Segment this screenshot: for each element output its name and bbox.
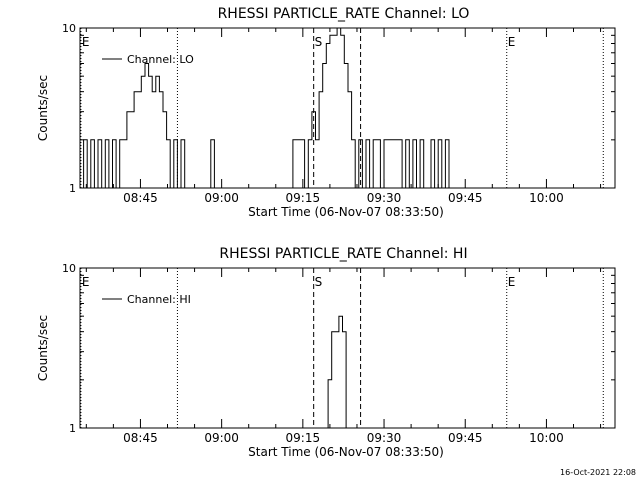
x-tick-label: 09:15: [286, 431, 321, 445]
x-tick-label: 10:00: [529, 431, 564, 445]
chart-title: RHESSI PARTICLE_RATE Channel: LO: [218, 6, 470, 22]
y-tick-label: 1: [69, 182, 76, 195]
x-tick-label: 09:30: [367, 431, 402, 445]
chart-panel-1: RHESSI PARTICLE_RATE Channel: HI 1 10 Count…: [36, 246, 615, 459]
x-tick-label: 10:00: [529, 191, 564, 205]
legend-label: Channel: LO: [127, 53, 194, 66]
x-tick-label: 09:30: [367, 191, 402, 205]
marker-label: E: [82, 275, 90, 289]
y-tick-label: 1: [69, 422, 76, 435]
y-axis-label: Counts/sec: [36, 75, 50, 141]
marker-label: S: [315, 275, 323, 289]
x-tick-label: 08:45: [123, 191, 158, 205]
y-tick-label: 10: [62, 22, 76, 35]
y-tick-label: 10: [62, 262, 76, 275]
x-tick-label: 09:00: [204, 431, 239, 445]
marker-label: E: [508, 275, 516, 289]
marker-label: E: [508, 35, 516, 49]
legend-label: Channel: HI: [127, 293, 191, 306]
marker-label: E: [82, 35, 90, 49]
x-tick-label: 09:15: [286, 191, 321, 205]
y-axis-label: Counts/sec: [36, 315, 50, 381]
footer-timestamp: 16-Oct-2021 22:08: [560, 468, 636, 477]
plot-frame: [80, 28, 615, 188]
x-tick-label: 08:45: [123, 431, 158, 445]
series-line: [325, 316, 352, 428]
x-tick-label: 09:00: [204, 191, 239, 205]
marker-label: S: [315, 35, 323, 49]
chart-title: RHESSI PARTICLE_RATE Channel: HI: [219, 246, 467, 262]
plot-frame: [80, 268, 615, 428]
x-tick-label: 09:45: [448, 431, 483, 445]
x-axis-label: Start Time (06-Nov-07 08:33:50): [248, 205, 444, 219]
series-line: [80, 28, 454, 188]
x-axis-label: Start Time (06-Nov-07 08:33:50): [248, 445, 444, 459]
x-tick-label: 09:45: [448, 191, 483, 205]
chart-panel-0: RHESSI PARTICLE_RATE Channel: LO 1 10 Count…: [36, 6, 615, 219]
